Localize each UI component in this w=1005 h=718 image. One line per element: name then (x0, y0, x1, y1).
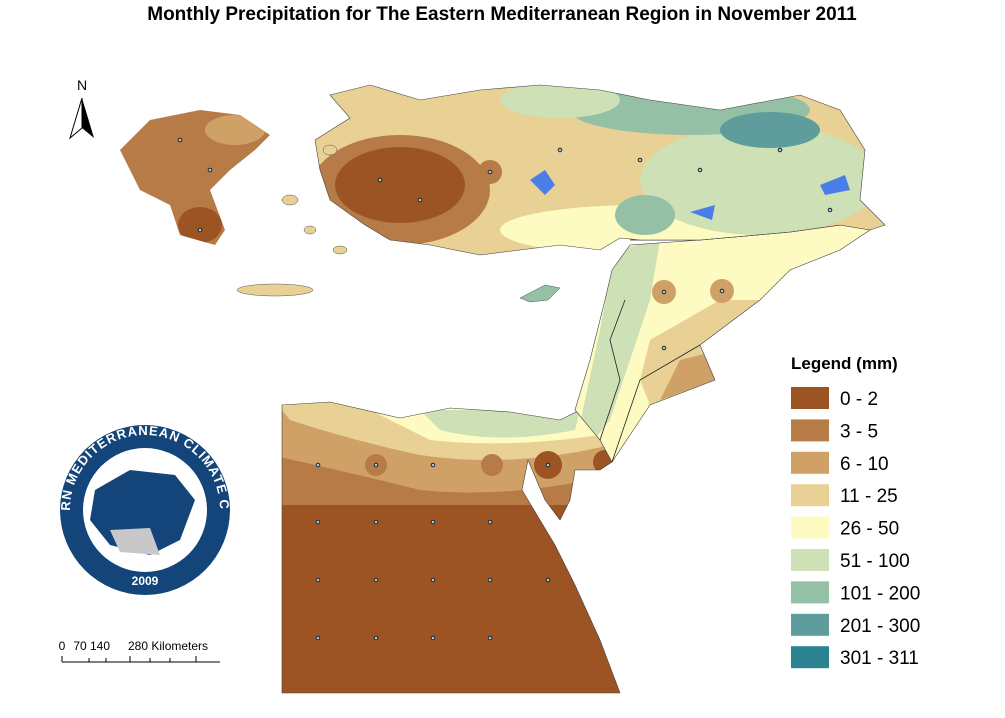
legend-swatch (791, 419, 829, 442)
legend: Legend (mm) 0 - 2 3 - 5 6 - 10 11 - 25 26 - … (791, 354, 920, 669)
legend-swatch (791, 484, 829, 507)
greece-region (120, 110, 270, 245)
legend-swatch (791, 451, 829, 474)
legend-label: 11 - 25 (840, 486, 898, 507)
legend-label: 0 - 2 (840, 389, 878, 410)
lakes (530, 170, 850, 220)
islands (236, 144, 348, 297)
legend-swatch (791, 646, 829, 669)
legend-label: 101 - 200 (840, 583, 920, 604)
egypt-outline (281, 401, 621, 694)
legend-label: 3 - 5 (840, 421, 878, 442)
legend-label: 51 - 100 (840, 551, 910, 572)
stations (177, 137, 833, 641)
legend-swatch (791, 387, 829, 409)
turkey-outline (314, 84, 886, 256)
turkey-region (315, 85, 885, 255)
legend-swatch (791, 516, 829, 539)
scale-label: 70 (73, 639, 87, 653)
legend-title: Legend (mm) (791, 354, 898, 373)
legend-swatch (791, 581, 829, 604)
scale-label: 140 (90, 639, 110, 653)
legend-label: 301 - 311 (840, 648, 919, 669)
north-label: N (77, 77, 87, 93)
scale-label: 0 (59, 639, 66, 653)
scale-label: 280 Kilometers (128, 639, 208, 653)
egypt-region (282, 402, 620, 693)
legend-label: 201 - 300 (840, 616, 920, 637)
cyprus (519, 284, 561, 303)
logo: EASTERN MEDITERRANEAN CLIMATE CENTRE 200… (0, 0, 231, 595)
legend-label: 26 - 50 (840, 519, 899, 540)
scale-bar: 0 70 140 280 Kilometers (59, 639, 220, 663)
map-title: Monthly Precipitation for The Eastern Me… (147, 4, 857, 25)
legend-swatch (791, 549, 829, 571)
logo-year: 2009 (132, 574, 159, 588)
legend-label: 6 - 10 (840, 454, 889, 475)
north-arrow: N (69, 77, 94, 140)
legend-swatch (791, 613, 829, 636)
levant-outline (574, 224, 871, 463)
